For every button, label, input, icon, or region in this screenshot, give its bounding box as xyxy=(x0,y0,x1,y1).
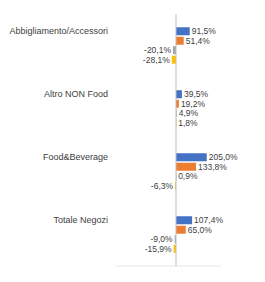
bar xyxy=(176,216,192,224)
data-label: 1,8% xyxy=(178,118,198,128)
chart: Abbigliamento/Accessori91,5%51,4%-20,1%-… xyxy=(0,0,265,282)
bar xyxy=(172,56,176,64)
labels: Abbigliamento/Accessori91,5%51,4%-20,1%-… xyxy=(9,26,238,254)
data-label: 133,8% xyxy=(198,162,227,172)
bar xyxy=(176,163,196,171)
data-label: -20,1% xyxy=(144,45,171,55)
data-label: 19,2% xyxy=(181,99,206,109)
data-label: 65,0% xyxy=(188,225,213,235)
category-label: Food&Beverage xyxy=(43,152,108,162)
category-label: Abbigliamento/Accessori xyxy=(9,26,108,36)
data-label: -15,9% xyxy=(145,244,172,254)
range-line xyxy=(116,266,221,267)
data-label: 91,5% xyxy=(192,26,217,36)
bar xyxy=(176,153,207,161)
data-label: 51,4% xyxy=(186,36,211,46)
data-label: 39,5% xyxy=(184,89,209,99)
bar xyxy=(176,27,190,35)
category-label: Totale Negozi xyxy=(53,215,108,225)
category-label: Altro NON Food xyxy=(44,89,108,99)
data-label: -9,0% xyxy=(150,234,173,244)
bar xyxy=(176,226,186,234)
data-label: -6,3% xyxy=(151,181,174,191)
bar xyxy=(176,90,182,98)
bar xyxy=(176,37,184,45)
data-label: 107,4% xyxy=(194,215,223,225)
category-axis xyxy=(176,14,177,266)
data-label: -28,1% xyxy=(143,55,170,65)
data-label: 0,9% xyxy=(178,171,198,181)
data-label: 205,0% xyxy=(209,152,238,162)
data-label: 4,9% xyxy=(179,108,199,118)
